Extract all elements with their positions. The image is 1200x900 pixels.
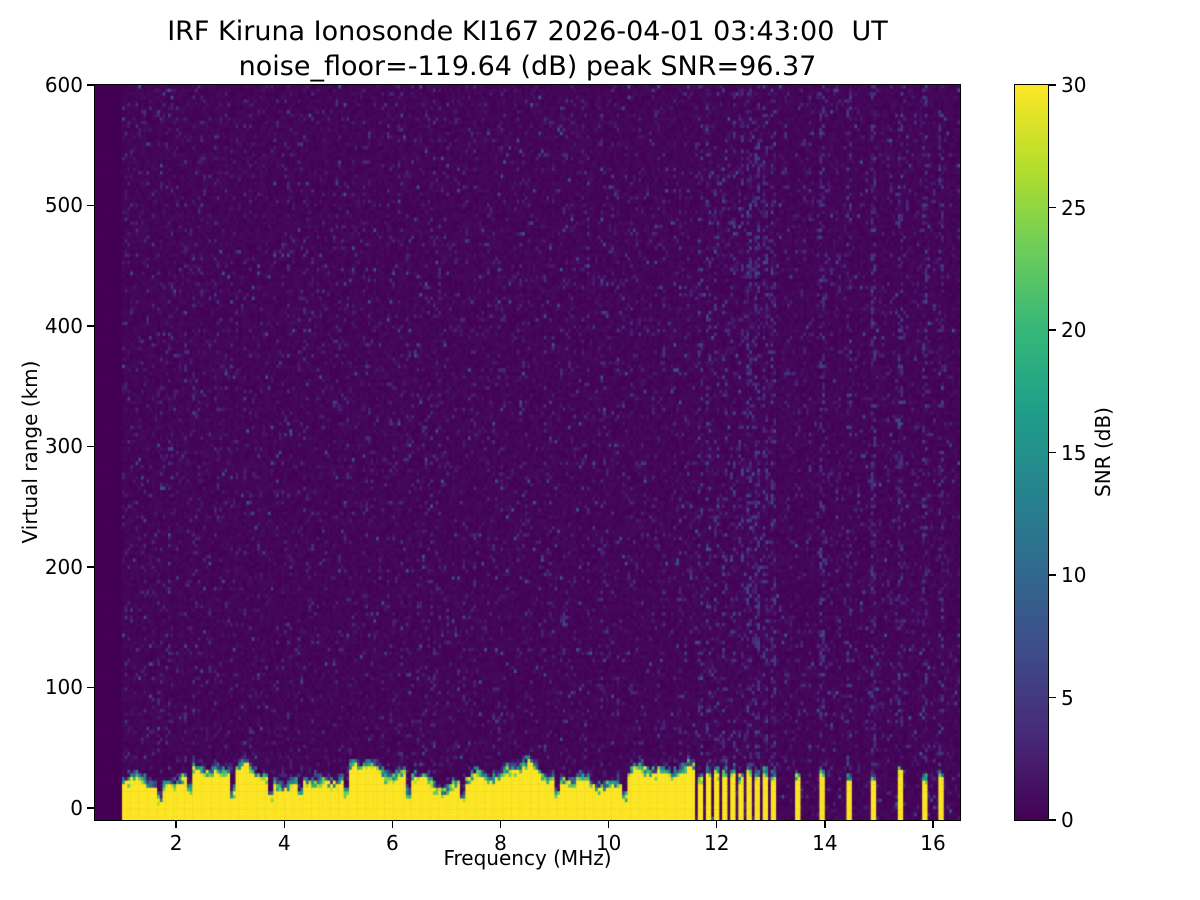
y-tick-label: 600 xyxy=(44,73,83,97)
x-tick-label: 10 xyxy=(595,831,622,855)
colorbar-tick-label: 5 xyxy=(1061,685,1074,710)
y-tick-label: 0 xyxy=(70,795,83,820)
y-tick-mark xyxy=(87,566,94,568)
colorbar-tick-label: 30 xyxy=(1061,73,1087,97)
colorbar-tick-mark xyxy=(1049,84,1056,86)
colorbar-tick-label: 0 xyxy=(1061,808,1074,832)
figure-title-block: IRF Kiruna Ionosonde KI167 2026-04-01 03… xyxy=(95,14,960,84)
x-tick-label: 14 xyxy=(812,831,838,855)
x-tick-mark xyxy=(824,821,826,828)
y-tick-label: 100 xyxy=(44,675,83,700)
x-tick-mark xyxy=(932,821,934,828)
x-tick-label: 16 xyxy=(920,831,946,855)
x-tick-mark xyxy=(175,821,177,828)
x-tick-mark xyxy=(607,821,610,828)
colorbar-tick-label: 25 xyxy=(1061,195,1087,220)
plot-area xyxy=(94,84,961,821)
x-tick-label: 8 xyxy=(494,831,507,855)
colorbar-tick-label: 15 xyxy=(1061,440,1087,465)
x-tick-label: 4 xyxy=(277,831,291,855)
colorbar-tick-mark xyxy=(1049,329,1056,331)
y-tick-mark xyxy=(87,445,94,448)
x-tick-label: 2 xyxy=(169,831,183,855)
x-tick-mark xyxy=(716,821,718,828)
x-tick-mark xyxy=(283,821,285,828)
colorbar-tick-mark xyxy=(1049,819,1056,821)
colorbar-gradient-canvas xyxy=(1015,85,1048,820)
ionogram-heatmap-canvas xyxy=(95,85,960,820)
colorbar-tick-label: 10 xyxy=(1061,563,1087,587)
y-tick-label: 500 xyxy=(44,193,83,218)
y-tick-mark xyxy=(87,84,94,86)
x-tick-mark xyxy=(499,821,502,828)
colorbar-tick-mark xyxy=(1049,696,1056,699)
x-tick-mark xyxy=(391,821,394,828)
colorbar-tick-mark xyxy=(1049,206,1056,209)
x-tick-label: 12 xyxy=(703,831,730,855)
y-tick-label: 200 xyxy=(44,554,83,579)
figure-title: IRF Kiruna Ionosonde KI167 2026-04-01 03… xyxy=(167,16,888,47)
colorbar-tick-label: 20 xyxy=(1061,318,1087,342)
colorbar-tick-mark xyxy=(1049,574,1056,576)
figure-subtitle: noise_floor=-119.64 (dB) peak SNR=96.37 xyxy=(238,51,817,82)
y-tick-mark xyxy=(87,686,94,689)
colorbar xyxy=(1014,84,1049,821)
x-axis-label: Frequency (MHz) xyxy=(443,846,612,870)
y-tick-label: 300 xyxy=(44,434,83,459)
y-tick-mark xyxy=(87,204,94,207)
colorbar-tick-mark xyxy=(1049,451,1056,454)
y-tick-label: 400 xyxy=(44,313,83,338)
x-tick-label: 6 xyxy=(385,831,399,855)
y-tick-mark xyxy=(87,325,94,327)
y-tick-mark xyxy=(87,807,94,809)
